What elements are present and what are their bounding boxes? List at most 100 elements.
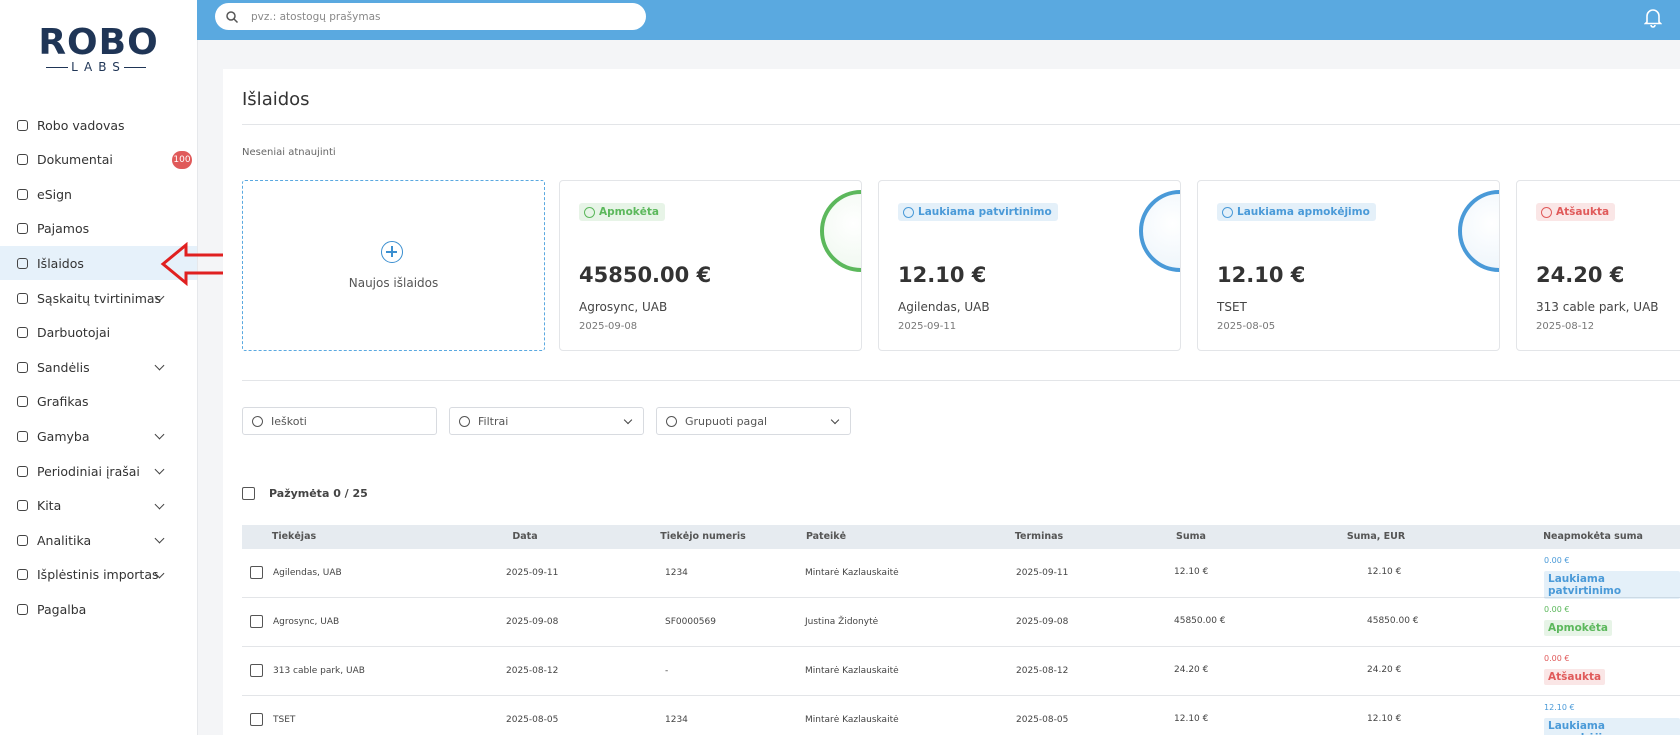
- nav-icon: [17, 569, 28, 581]
- select-all-checkbox[interactable]: [242, 487, 255, 500]
- divider: [242, 380, 1680, 381]
- icon: [666, 415, 677, 427]
- card-date: 2025-08-05: [1217, 321, 1276, 332]
- column-header: Pateikė: [805, 531, 847, 542]
- nav-icon: [17, 154, 28, 166]
- nav-item[interactable]: Sandėlis: [0, 350, 197, 384]
- nav-label: Robo vadovas: [37, 117, 125, 133]
- plus-icon: [381, 241, 403, 263]
- nav-item[interactable]: Dokumentai 100: [0, 143, 197, 177]
- nav-label: Kita: [37, 498, 62, 514]
- icon: [459, 415, 470, 427]
- nav-chevron: [154, 360, 165, 371]
- nav-item[interactable]: Išplėstinis importas: [0, 558, 197, 592]
- nav-label: Pajamos: [37, 221, 90, 237]
- nav-label: Sąskaitų tvirtinimas: [37, 290, 162, 306]
- card-date: 2025-09-08: [579, 321, 638, 332]
- search-placeholder: pvz.: atostogų prašymas: [251, 10, 381, 23]
- nav-item[interactable]: Kita: [0, 489, 197, 523]
- pointer-arrow: [160, 242, 228, 287]
- new-expense-label: Naujos išlaidos: [348, 276, 439, 290]
- table-cell: Agrosync, UAB: [273, 617, 340, 627]
- table-cell: Mintarė Kazlauskaitė: [805, 715, 899, 725]
- table-row: TSET 2025-08-05 1234 Mintarė Kazlauskaitė 20…: [242, 696, 1680, 735]
- nav-icon: [17, 119, 28, 131]
- column-header: Neapmokėta suma: [1543, 531, 1643, 542]
- row-checkbox[interactable]: [250, 713, 263, 726]
- group-dropdown[interactable]: Grupuoti pagal: [656, 407, 851, 435]
- nav-item[interactable]: Robo vadovas: [0, 108, 197, 142]
- nav-chevron: [154, 533, 165, 544]
- row-checkbox[interactable]: [250, 615, 263, 628]
- unpaid-amount: 0.00 €: [1544, 556, 1570, 565]
- table-cell: TSET: [273, 715, 296, 725]
- filter-dropdown[interactable]: Filtrai: [449, 407, 644, 435]
- row-checkbox[interactable]: [250, 664, 263, 677]
- card-amount: 24.20 €: [1536, 263, 1625, 287]
- table-cell: 2025-09-08: [506, 617, 559, 627]
- nav-item[interactable]: Analitika: [0, 523, 197, 557]
- bell-icon[interactable]: [1644, 8, 1662, 28]
- nav-label: Sandėlis: [37, 359, 90, 375]
- card-company: TSET: [1217, 300, 1247, 314]
- global-search[interactable]: pvz.: atostogų prašymas: [215, 3, 646, 30]
- row-checkbox[interactable]: [250, 566, 263, 579]
- row-status: Laukiama patvirtinimo: [1544, 571, 1680, 599]
- card-company: 313 cable park, UAB: [1536, 300, 1659, 314]
- search-icon: [226, 10, 239, 23]
- search-filter[interactable]: Ieškoti: [242, 407, 437, 435]
- table-cell: 2025-09-11: [1016, 568, 1069, 578]
- nav-label: Darbuotojai: [37, 325, 111, 341]
- table-cell: 12.10 €: [1367, 567, 1402, 577]
- status-card[interactable]: Laukiama apmokėjimo 12.10 € TSET 2025-08-05: [1197, 180, 1500, 351]
- nav-label: Dokumentai: [37, 152, 113, 168]
- logo-top: ROBO: [38, 22, 159, 63]
- card-amount: 45850.00 €: [579, 263, 712, 287]
- table-cell: 2025-08-05: [506, 715, 559, 725]
- icon: [252, 415, 263, 427]
- nav-item[interactable]: eSign: [0, 177, 197, 211]
- column-header: Suma, EUR: [1346, 531, 1406, 542]
- nav-item[interactable]: Periodiniai įrašai: [0, 454, 197, 488]
- nav-chevron: [154, 464, 165, 475]
- nav-label: Periodiniai įrašai: [37, 463, 140, 479]
- group-label: Grupuoti pagal: [685, 414, 768, 428]
- status-card[interactable]: Apmokėta 45850.00 € Agrosync, UAB 2025-09-0…: [559, 180, 862, 351]
- table-cell: 24.20 €: [1367, 665, 1402, 675]
- search-filter-label: Ieškoti: [271, 414, 307, 428]
- status-card[interactable]: Laukiama patvirtinimo 12.10 € Agilendas, U…: [878, 180, 1181, 351]
- unpaid-amount: 0.00 €: [1544, 654, 1570, 663]
- divider: [242, 124, 1680, 125]
- nav-label: Grafikas: [37, 394, 89, 410]
- nav-item[interactable]: Gamyba: [0, 419, 197, 453]
- column-header: Tiekėjo numeris: [660, 531, 746, 542]
- table-cell: 12.10 €: [1367, 714, 1402, 724]
- card-amount: 12.10 €: [898, 263, 987, 287]
- nav-icon: [17, 257, 28, 269]
- status-card[interactable]: Atšaukta 24.20 € 313 cable park, UAB 2025-0…: [1516, 180, 1680, 351]
- nav-item[interactable]: Pagalba: [0, 592, 197, 626]
- table-cell: SF0000569: [665, 617, 716, 627]
- table-cell: -: [665, 666, 669, 676]
- table-cell: Justina Židonytė: [805, 617, 879, 627]
- table-header: Tiekėjas Data Tiekėjo numeris Pateikė Termin…: [242, 525, 1680, 549]
- column-header: Suma: [1176, 531, 1206, 542]
- status-ring: [1458, 190, 1499, 272]
- nav-item[interactable]: Pajamos: [0, 212, 197, 246]
- card-amount: 12.10 €: [1217, 263, 1306, 287]
- nav-item[interactable]: Darbuotojai: [0, 316, 197, 350]
- nav-item[interactable]: Sąskaitų tvirtinimas: [0, 281, 197, 315]
- unpaid-amount: 0.00 €: [1544, 605, 1570, 614]
- nav-label: Gamyba: [37, 428, 90, 444]
- page-title: Išlaidos: [242, 89, 310, 110]
- card-date: 2025-08-12: [1536, 321, 1595, 332]
- chevron: [830, 415, 840, 425]
- row-status: Atšaukta: [1544, 669, 1606, 685]
- table-cell: 2025-08-12: [1016, 666, 1069, 676]
- nav-item[interactable]: Išlaidos: [0, 246, 197, 281]
- card-company: Agilendas, UAB: [898, 300, 990, 314]
- new-expense-card[interactable]: Naujos išlaidos: [242, 180, 545, 351]
- nav-icon: [17, 396, 28, 408]
- plus-v: [391, 246, 393, 257]
- nav-item[interactable]: Grafikas: [0, 385, 197, 419]
